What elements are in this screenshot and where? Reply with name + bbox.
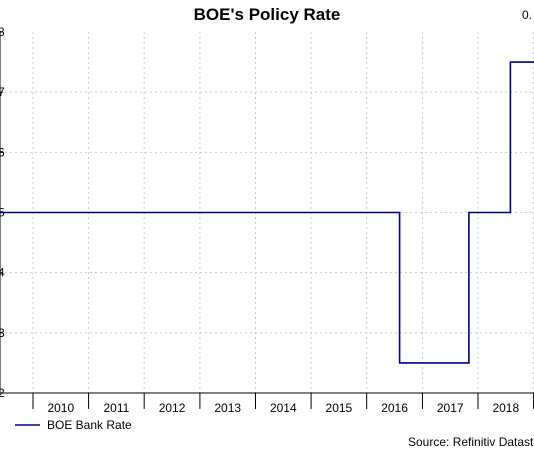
y-tick-label: 3 <box>0 326 5 340</box>
x-tick-label: 2017 <box>437 401 464 415</box>
x-tick-label: 2014 <box>270 401 297 415</box>
corner-label: 0. <box>522 8 532 22</box>
y-tick-label: 4 <box>0 266 5 280</box>
x-tick-label: 2012 <box>159 401 186 415</box>
y-tick-label: 6 <box>0 145 5 159</box>
series-layer <box>0 61 534 364</box>
x-tick-label: 2015 <box>326 401 353 415</box>
y-tick-label: 8 <box>0 25 5 39</box>
x-tick-label: 2016 <box>381 401 408 415</box>
source-note: Source: Refinitiv Datast <box>408 435 534 449</box>
series-line-boe-bank-rate <box>0 61 534 364</box>
legend-label: BOE Bank Rate <box>47 418 132 432</box>
y-tick-label: 7 <box>0 85 5 99</box>
legend: BOE Bank Rate <box>15 418 132 432</box>
x-tick-label: 2010 <box>47 401 74 415</box>
x-axis-ticks: 2010 2011 2012 2013 2014 2015 2016 2017 2018 <box>32 393 534 415</box>
x-tick-label: 2018 <box>492 401 519 415</box>
chart-title: BOE's Policy Rate <box>194 5 341 24</box>
x-tick-label: 2011 <box>103 401 129 415</box>
x-tick-label: 2013 <box>214 401 241 415</box>
